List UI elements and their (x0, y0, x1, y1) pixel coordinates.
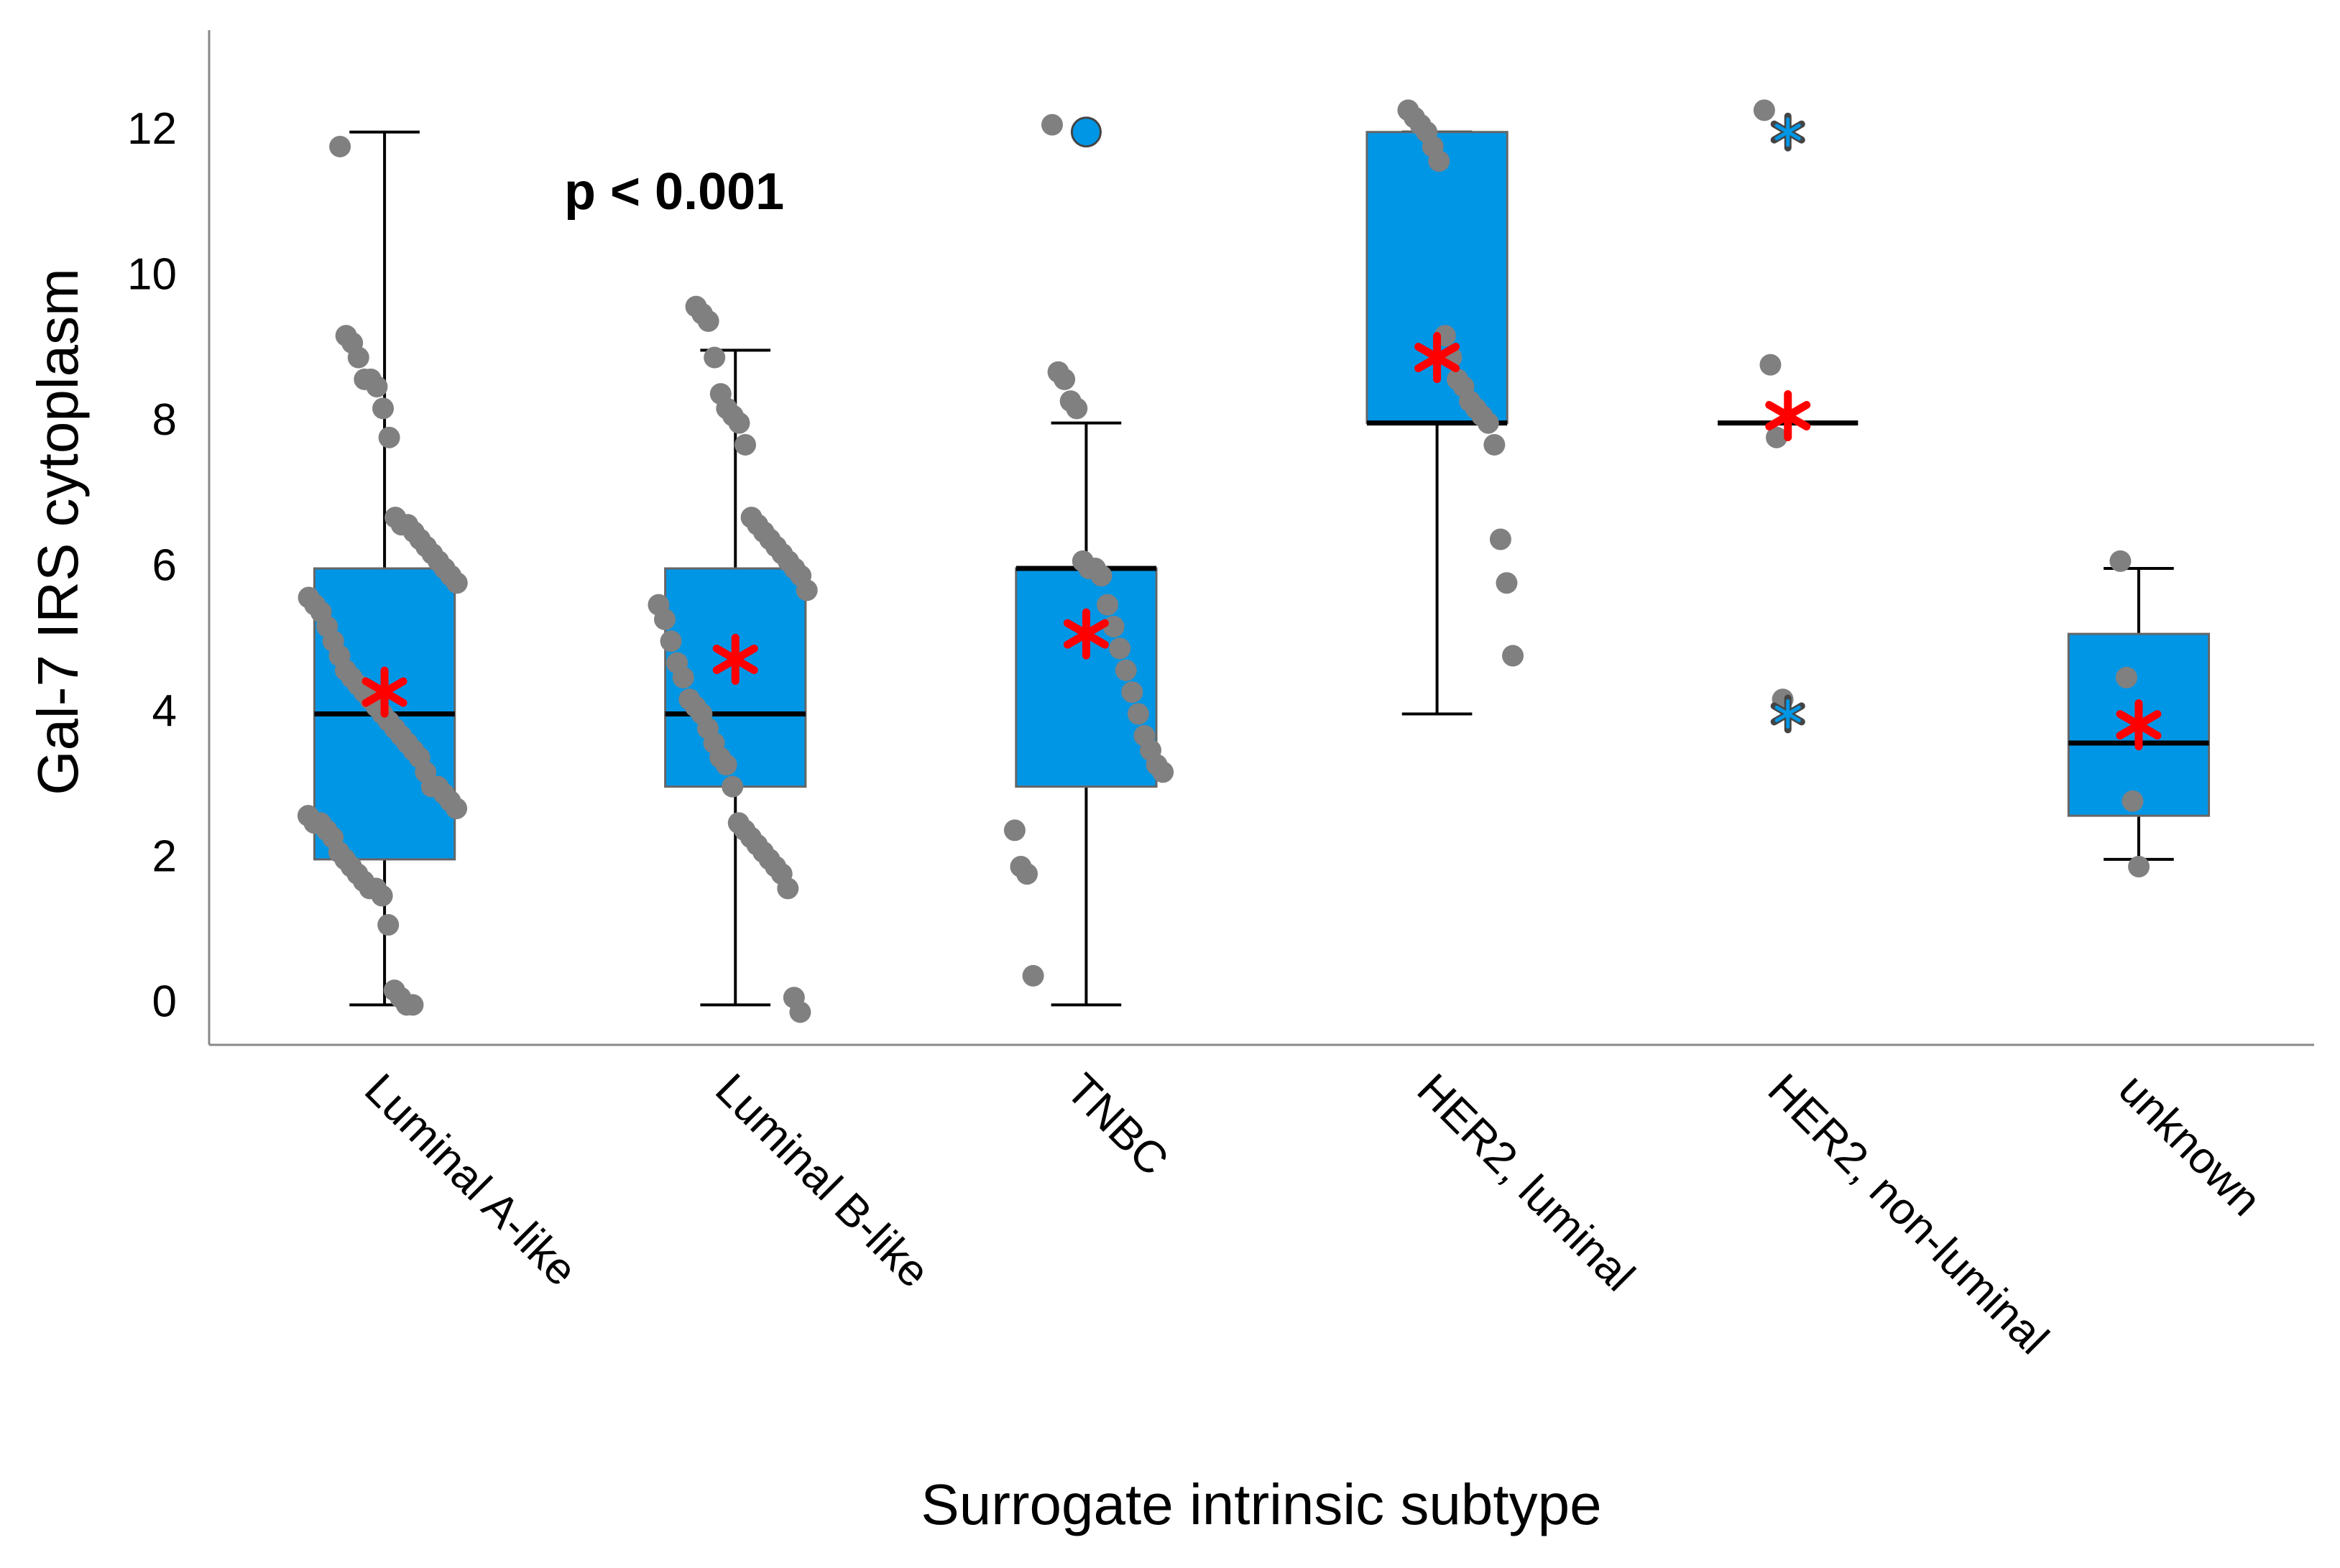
point (715, 754, 737, 776)
mean (712, 634, 758, 686)
y-tick-label: 0 (152, 977, 177, 1027)
y-tick-label: 2 (152, 831, 177, 881)
point (1483, 433, 1506, 456)
point (660, 630, 682, 652)
point (1090, 565, 1113, 587)
point (1066, 397, 1088, 420)
point (1127, 703, 1149, 725)
x-tick-label: Luminal B-like (706, 1064, 939, 1297)
point (728, 412, 750, 434)
point (1022, 964, 1044, 987)
point (2122, 790, 2144, 812)
y-tick-label: 8 (152, 395, 177, 445)
point (1152, 761, 1174, 783)
point (1115, 659, 1137, 681)
point (777, 877, 799, 900)
point (1489, 528, 1511, 550)
point (402, 994, 424, 1016)
point (378, 426, 400, 448)
point (1121, 681, 1143, 704)
x-tick-label: TNBC (1056, 1064, 1177, 1185)
annotation: p < 0.001 (564, 163, 784, 221)
outlier (1070, 116, 1102, 148)
point (796, 579, 818, 601)
point (722, 775, 744, 798)
point (1766, 426, 1788, 448)
point (1109, 637, 1131, 660)
x-tick-label: Luminal A-like (355, 1064, 586, 1296)
x-tick-label: HER2, non-luminal (1759, 1064, 2058, 1364)
extreme (1774, 698, 1801, 729)
point (789, 1001, 811, 1023)
mean (361, 666, 407, 718)
y-tick-label: 10 (127, 250, 177, 300)
point (329, 135, 351, 157)
point (1016, 863, 1038, 885)
y-tick-label: 4 (152, 686, 177, 736)
mean (1414, 331, 1460, 383)
point (697, 310, 719, 332)
x-tick-label: unknown (2109, 1064, 2270, 1225)
point (672, 666, 694, 688)
point (2128, 856, 2150, 878)
point (1054, 368, 1076, 390)
point (2115, 666, 2137, 688)
y-axis-label: Gal-7 IRS cytoplasm (26, 268, 90, 795)
point (1496, 572, 1518, 594)
point (734, 433, 757, 456)
point (1477, 412, 1499, 434)
point (1097, 594, 1119, 616)
point (377, 913, 400, 936)
mean (1063, 608, 1109, 660)
point (1003, 819, 1026, 841)
point (1753, 99, 1775, 121)
mean (1765, 389, 1811, 441)
x-tick-label: HER2, luminal (1408, 1064, 1644, 1301)
point (704, 346, 726, 369)
point (1428, 150, 1450, 172)
point (366, 375, 388, 397)
point (2109, 550, 2132, 572)
box (1015, 567, 1158, 788)
point (347, 346, 369, 369)
mean (2116, 699, 2162, 751)
x-axis-label: Surrogate intrinsic subtype (921, 1472, 1601, 1536)
y-tick-label: 12 (127, 104, 177, 154)
point (446, 572, 468, 594)
point (372, 397, 395, 420)
y-tick-label: 6 (152, 540, 177, 590)
point (1041, 114, 1063, 136)
point (1759, 354, 1782, 376)
point (446, 798, 468, 820)
point (654, 608, 676, 630)
point (1502, 645, 1524, 667)
extreme (1774, 117, 1801, 147)
point (371, 885, 393, 907)
